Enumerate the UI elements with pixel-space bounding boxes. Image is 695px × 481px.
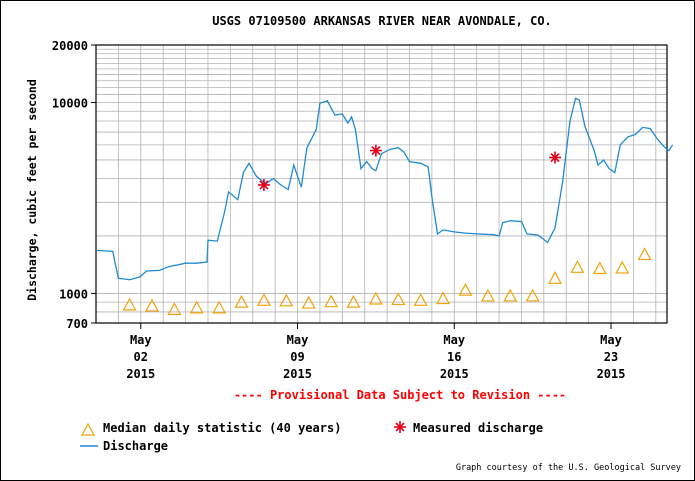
- discharge-line: [95, 97, 674, 281]
- median-point: [301, 295, 316, 309]
- median-point: [279, 293, 294, 307]
- y-axis-label: Discharge, cubic feet per second: [25, 79, 39, 301]
- chart-title: USGS 07109500 ARKANSAS RIVER NEAR AVONDA…: [212, 14, 552, 28]
- credit-text: Graph courtesy of the U.S. Geological Su…: [456, 463, 681, 473]
- median-point: [324, 294, 339, 308]
- measured-point-stroke: [259, 180, 269, 190]
- legend-asterisk-icon: [394, 421, 406, 433]
- median-point: [189, 300, 204, 314]
- y-tick-label: 10000: [52, 96, 88, 110]
- median-point: [144, 298, 159, 312]
- provisional-notice: ---- Provisional Data Subject to Revisio…: [234, 388, 566, 402]
- median-point: [212, 300, 227, 314]
- grid-lines: [96, 45, 667, 323]
- y-axis-ticks: 700 1000 10000 20000: [52, 39, 96, 331]
- x-tick-label: 09: [290, 350, 304, 364]
- legend-label-measured: Measured discharge: [413, 421, 543, 435]
- x-tick-label: 02: [134, 350, 148, 364]
- plot-area: [95, 44, 668, 324]
- median-point: [637, 247, 652, 261]
- x-tick-label: 2015: [440, 367, 469, 381]
- median-point: [503, 288, 518, 302]
- x-axis-ticks: May 02 2015 May 09 2015 May 16 2015 May 23 2015: [126, 323, 625, 381]
- median-point: [436, 291, 451, 305]
- measured-point-stroke: [550, 152, 560, 163]
- x-tick-label: 16: [447, 350, 461, 364]
- legend-label-discharge: Discharge: [103, 439, 168, 453]
- median-point: [570, 260, 585, 273]
- series-layer: [95, 97, 674, 315]
- median-point: [346, 294, 361, 308]
- legend-label-median: Median daily statistic (40 years): [103, 421, 341, 435]
- median-point: [615, 260, 630, 274]
- median-point: [167, 302, 182, 315]
- y-tick-label: 700: [66, 317, 88, 331]
- median-point: [458, 282, 473, 296]
- x-tick-label: May: [130, 333, 152, 347]
- median-point: [256, 293, 271, 306]
- x-tick-label: 2015: [126, 367, 155, 381]
- median-point: [122, 297, 137, 311]
- median-point: [391, 292, 406, 306]
- legend-triangle-icon: [80, 422, 96, 436]
- x-tick-label: May: [287, 333, 309, 347]
- y-tick-label: 20000: [52, 39, 88, 53]
- median-point: [480, 288, 495, 302]
- median-point: [234, 294, 249, 308]
- measured-point: [369, 144, 382, 157]
- x-tick-label: May: [443, 333, 465, 347]
- median-point: [413, 293, 428, 306]
- x-tick-label: 2015: [283, 367, 312, 381]
- median-point: [368, 291, 383, 305]
- x-tick-label: 2015: [597, 367, 626, 381]
- median-point: [525, 288, 540, 302]
- measured-point: [549, 151, 562, 164]
- median-point: [592, 261, 607, 275]
- median-point: [548, 271, 563, 284]
- x-tick-label: 23: [604, 350, 618, 364]
- legend: Median daily statistic (40 years) Measur…: [80, 421, 543, 453]
- measured-point: [257, 178, 270, 191]
- x-tick-label: May: [600, 333, 622, 347]
- y-tick-label: 1000: [59, 287, 88, 301]
- measured-point-stroke: [371, 145, 381, 156]
